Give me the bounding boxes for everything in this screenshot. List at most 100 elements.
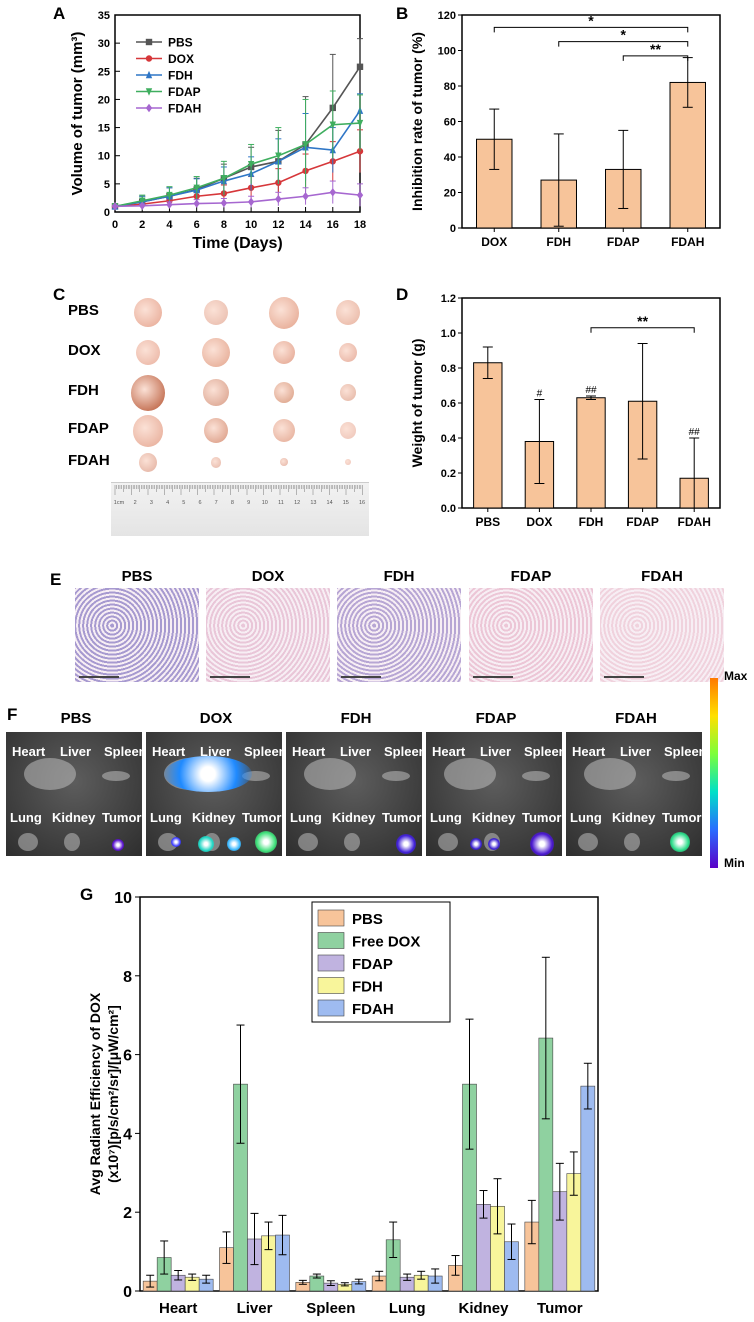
- bar-g-liver-fdap: [247, 1238, 262, 1292]
- bar-g-spleen-fdah: [351, 1281, 367, 1292]
- bar-g-lung-fdh: [413, 1274, 429, 1292]
- y-tick-label-g: 0: [123, 1284, 132, 1301]
- legend-swatch-g-pbs: [317, 909, 345, 927]
- tumor-specimen: [339, 343, 357, 362]
- bar-g-spleen-pbs: [295, 1282, 311, 1292]
- data-point-a-fdh: [166, 192, 173, 200]
- significance-label-b: *: [588, 12, 594, 28]
- data-point-a-dox: [220, 190, 228, 197]
- fluorescence-signal: [488, 838, 500, 850]
- y-axis-title-g-line2: (x10⁷)[p/s/cm²/sr]/[μW/cm²]: [105, 1005, 121, 1183]
- bar-g-tumor-pbs: [524, 1221, 540, 1292]
- y-tick-label-b: 20: [444, 188, 456, 200]
- bar-g-kidney-free-dox: [462, 1083, 477, 1292]
- fluorescence-signal: [112, 839, 124, 851]
- y-tick-label-a: 5: [104, 179, 110, 191]
- y-axis-title-b: Inhibition rate of tumor (%): [409, 32, 425, 211]
- tumor-specimen: [136, 340, 160, 366]
- legend-marker-a-pbs: [145, 38, 153, 46]
- x-tick-label-a: 2: [139, 219, 145, 231]
- bar-g-kidney-fdah: [504, 1241, 519, 1292]
- data-point-a-fdh: [356, 106, 364, 114]
- panel-letter-b: B: [396, 4, 409, 23]
- data-point-a-fdh: [193, 185, 200, 194]
- legend-label-g-fdh: FDH: [352, 979, 383, 996]
- organ-label: Lung: [10, 810, 42, 825]
- panel-letter-e: E: [50, 570, 62, 589]
- data-point-a-fdap: [139, 197, 146, 205]
- ruler: 1cm 2 3 4 5 6 7 8 9 10 11 12 13 14 15 16: [111, 482, 369, 536]
- tumor-specimen: [204, 300, 228, 326]
- data-point-a-fdh: [329, 145, 336, 154]
- organ-label: Tumor: [242, 810, 282, 825]
- fluorescence-signal: [171, 837, 181, 847]
- organ-label: Heart: [12, 744, 46, 759]
- y-tick-label-a: 30: [98, 38, 110, 50]
- data-point-a-fdap: [220, 175, 228, 183]
- data-point-a-fdh: [111, 202, 119, 210]
- data-point-a-fdh: [275, 157, 282, 165]
- legend-swatch-g-fdah: [317, 999, 345, 1017]
- bar-g-heart-fdap: [170, 1274, 186, 1292]
- legend-marker-a-dox: [145, 55, 153, 62]
- data-point-a-dox: [111, 203, 119, 210]
- bar-g-lung-fdah: [427, 1275, 443, 1292]
- legend-label-g-pbs: PBS: [352, 911, 383, 928]
- y-axis-title-d: Weight of tumor (g): [409, 339, 425, 468]
- data-point-a-pbs: [356, 63, 364, 70]
- fluorescence-signal: [255, 831, 277, 853]
- organ-label: Kidney: [192, 810, 236, 825]
- x-tick-label-d: FDAP: [626, 515, 659, 529]
- x-tick-label-a: 8: [221, 219, 227, 231]
- tumor-specimen: [280, 458, 288, 467]
- colorbar: [710, 678, 718, 868]
- data-point-a-fdap: [302, 141, 309, 149]
- scale-bar: [604, 676, 644, 678]
- organ-label: Liver: [340, 744, 372, 759]
- organ-label: Liver: [480, 744, 512, 759]
- ruler-label: 4: [166, 500, 169, 506]
- ruler-label: 3: [150, 500, 153, 506]
- ruler-label: 14: [327, 500, 333, 506]
- histology-image: [469, 588, 593, 682]
- legend-marker-a-fdap: [145, 88, 153, 96]
- data-point-a-fdah: [247, 197, 255, 207]
- x-tick-label-b: FDAH: [671, 235, 704, 249]
- organ-label: Tumor: [522, 810, 562, 825]
- y-tick-label-d: 1.0: [441, 328, 456, 340]
- data-point-a-fdap: [329, 121, 336, 129]
- photo-row-label: FDH: [68, 382, 99, 399]
- data-point-a-fdh: [139, 197, 146, 206]
- ruler-label: 1cm: [114, 500, 125, 506]
- data-point-a-pbs: [166, 193, 173, 200]
- x-tick-label-g-lung: Lung: [389, 1300, 426, 1317]
- tumor-specimen: [204, 418, 228, 444]
- bar-g-kidney-fdap: [476, 1204, 491, 1292]
- y-tick-label-g: 6: [123, 1048, 132, 1065]
- organ-label: Kidney: [612, 810, 656, 825]
- bar-g-spleen-fdap: [323, 1282, 339, 1292]
- y-tick-label-g: 2: [123, 1205, 132, 1222]
- legend-swatch-g-free-dox: [317, 932, 345, 949]
- tumor-specimen: [202, 338, 230, 368]
- legend-label-a-dox: DOX: [168, 52, 194, 66]
- panel-letter-g: G: [80, 885, 94, 904]
- bar-g-lung-pbs: [371, 1275, 387, 1292]
- x-tick-label-d: DOX: [526, 515, 552, 529]
- x-tick-label-a: 12: [272, 219, 284, 231]
- tumor-specimen: [340, 422, 356, 439]
- y-tick-label-b: 60: [444, 117, 456, 129]
- y-tick-label-a: 10: [98, 151, 110, 163]
- y-tick-label-a: 25: [98, 66, 110, 78]
- organ-label: Lung: [290, 810, 322, 825]
- legend-box-g: [311, 901, 451, 1023]
- scale-bar: [210, 676, 250, 678]
- fluorescence-title: DOX: [199, 710, 233, 727]
- ruler-label: 11: [278, 500, 284, 506]
- plot-frame-a: [114, 14, 361, 213]
- colorbar-max-label: Max: [724, 669, 748, 683]
- organ-label: Kidney: [332, 810, 376, 825]
- y-tick-label-g: 10: [114, 890, 132, 907]
- significance-mark-d: ##: [689, 427, 701, 438]
- data-point-a-dox: [166, 197, 173, 204]
